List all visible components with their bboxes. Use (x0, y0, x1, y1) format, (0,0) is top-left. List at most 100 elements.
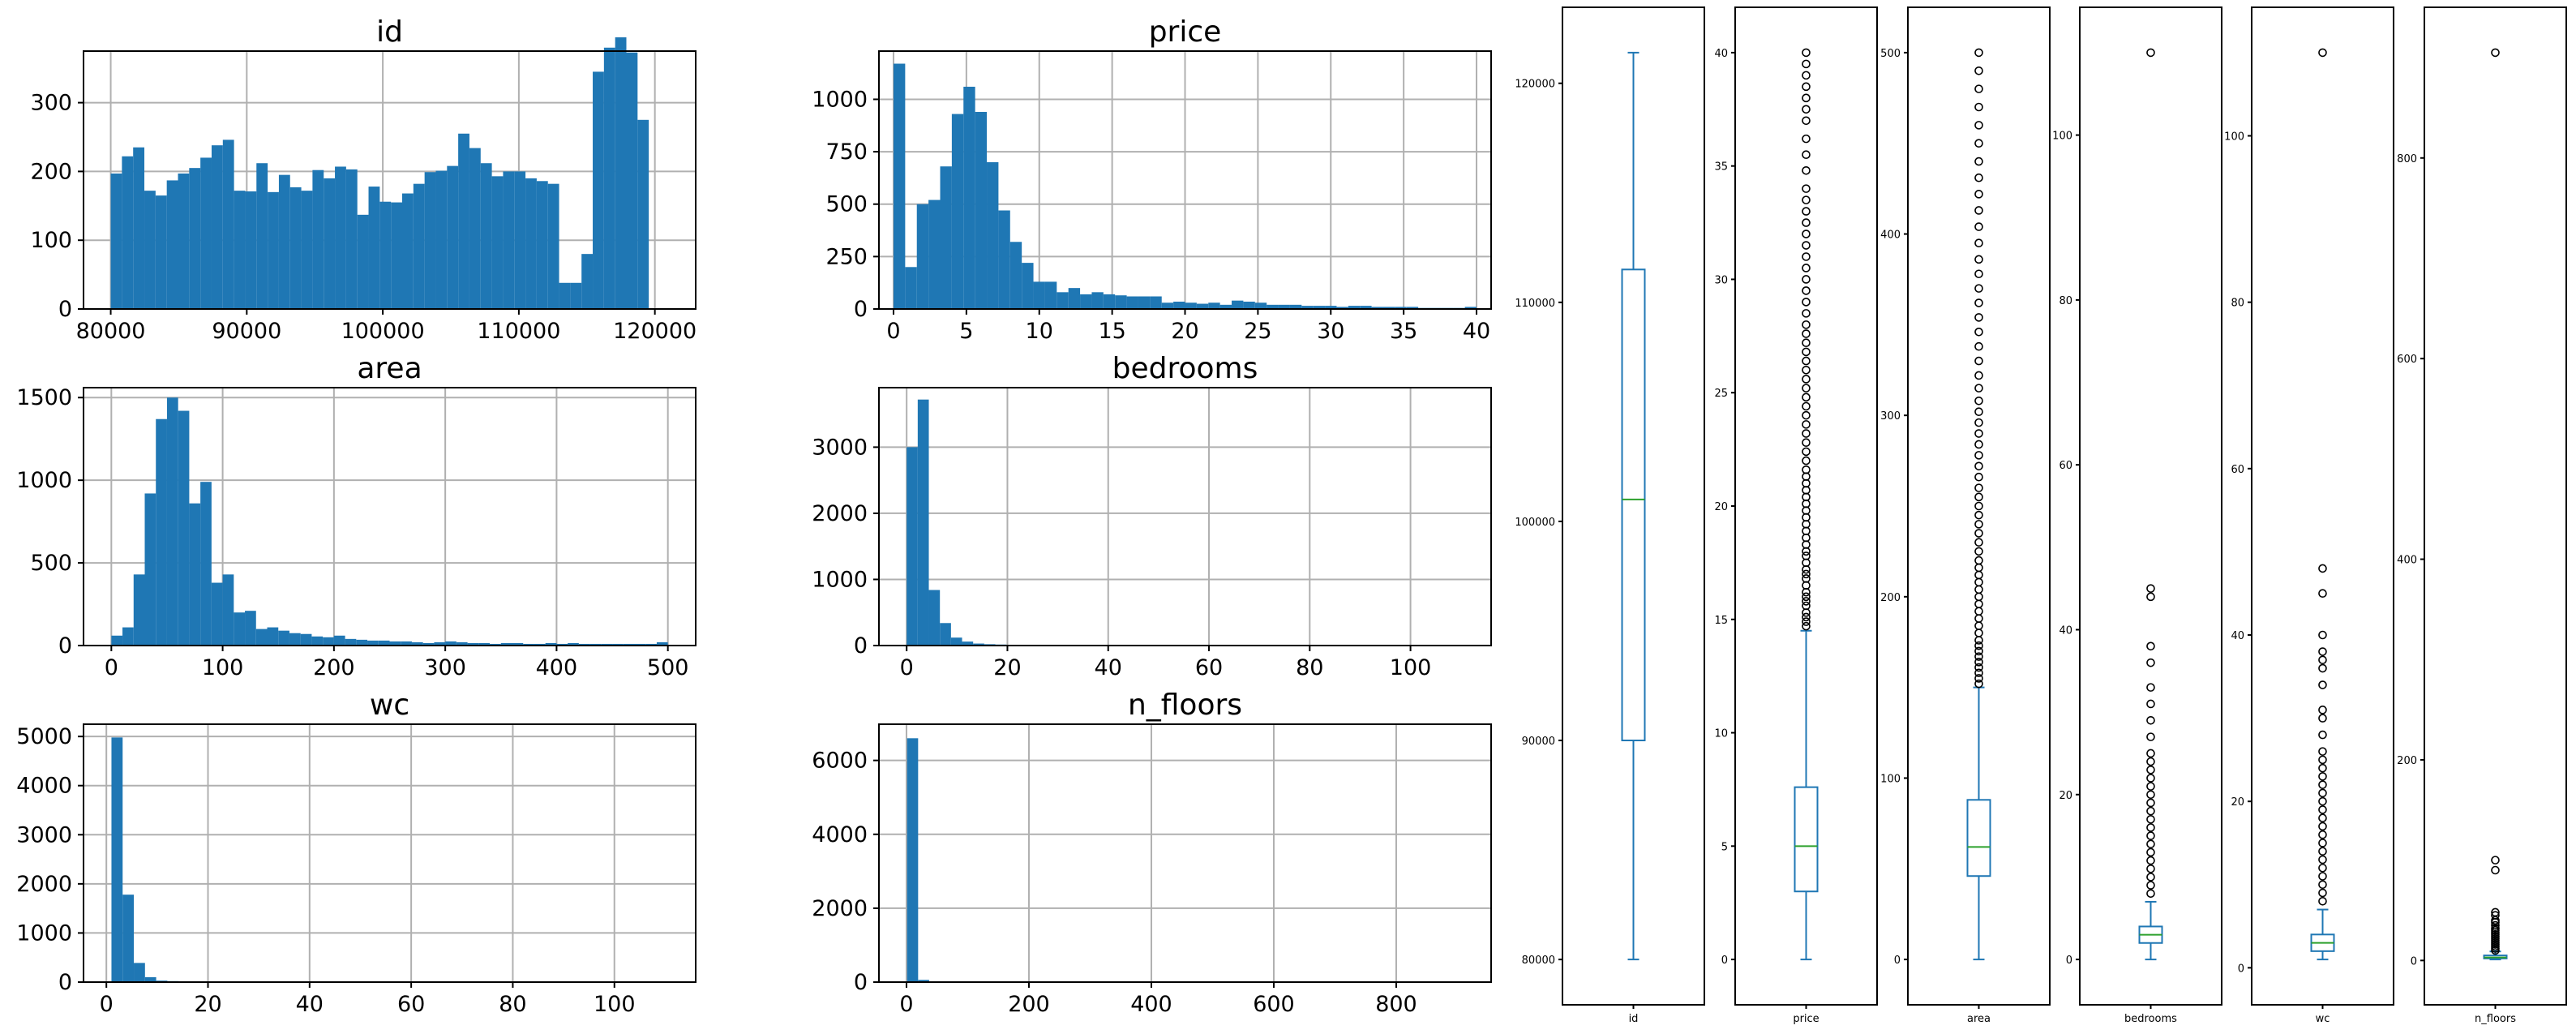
y-tick-label: 20 (2059, 790, 2072, 802)
histogram-bar (122, 627, 134, 646)
outlier-point (1974, 614, 1983, 623)
outlier-point (1802, 551, 1811, 560)
histogram-bar (950, 637, 962, 646)
outlier-point (2491, 911, 2500, 920)
x-tick-label: 20 (194, 992, 221, 1017)
histogram-bar (256, 163, 268, 309)
outlier-point (1974, 222, 1983, 231)
histogram-bar (434, 641, 446, 646)
y-tick-label: 80000 (1522, 955, 1555, 967)
outlier-point (2146, 683, 2155, 692)
x-tick-label: 60 (1195, 655, 1223, 680)
histogram-bar (1232, 300, 1244, 309)
histogram-bar (267, 627, 279, 646)
histogram-bar (534, 643, 546, 646)
histogram-bar (1150, 296, 1162, 309)
histogram-bar (578, 643, 590, 646)
outlier-point (2146, 790, 2155, 800)
outlier-point (2318, 589, 2327, 599)
outlier-point (1974, 371, 1983, 380)
histogram-bar (940, 166, 952, 309)
histogram-bar (367, 640, 379, 646)
outlier-point (1974, 407, 1983, 417)
chart-title: area (357, 352, 422, 385)
histogram-bar (1313, 306, 1326, 309)
outlier-point (1974, 255, 1983, 264)
histogram-bar (166, 397, 178, 646)
chart-title: bedrooms (1112, 352, 1258, 385)
outlier-point (1974, 269, 1983, 279)
boxplot-n_floors: 0 200 400 600 800 n_floors (2397, 6, 2567, 1025)
outlier-point (1974, 396, 1983, 405)
outlier-point (2491, 907, 2500, 917)
x-tick-label: 600 (1253, 992, 1295, 1017)
outlier-point (1974, 206, 1983, 215)
outlier-point (2146, 765, 2155, 774)
outlier-point (1974, 238, 1983, 248)
histogram-bar (156, 418, 167, 646)
outlier-point (1974, 641, 1983, 650)
outlier-point (1974, 440, 1983, 449)
outlier-point (1802, 365, 1811, 375)
y-tick-label: 1500 (16, 385, 72, 410)
x-tick-label: area (1967, 1013, 1991, 1025)
histogram-bar (963, 86, 975, 309)
outlier-point (1802, 320, 1811, 329)
outlier-point (2146, 584, 2155, 593)
x-tick-label: 40 (1095, 655, 1122, 680)
histogram-bar (998, 210, 1010, 309)
histogram-bar (645, 643, 657, 646)
chart-title: id (376, 15, 403, 49)
histogram-bar (918, 980, 929, 982)
histogram-bar (556, 643, 568, 646)
y-tick-label: 60 (2231, 464, 2244, 476)
outlier-point (2318, 730, 2327, 740)
y-tick-label: 0 (2238, 963, 2244, 975)
outlier-point (1802, 592, 1811, 602)
outlier-point (1802, 393, 1811, 402)
histogram-bar (962, 641, 974, 646)
outlier-point (2146, 881, 2155, 890)
histogram-bar (324, 178, 336, 309)
outlier-point (1974, 510, 1983, 520)
outlier-point (2318, 655, 2327, 665)
histogram-bar (1138, 296, 1151, 309)
y-tick-label: 500 (1880, 48, 1901, 60)
histogram-bar (278, 630, 289, 646)
y-tick-label: 0 (854, 297, 868, 322)
outlier-point (2318, 755, 2327, 765)
y-tick-label: 250 (825, 244, 868, 269)
axes-frame (1907, 6, 2051, 1006)
histogram-bar (1196, 303, 1209, 309)
outlier-point (1974, 679, 1983, 689)
histogram-bar (144, 976, 156, 982)
histogram-bar (379, 201, 392, 309)
y-tick-label: 0 (58, 297, 72, 322)
y-tick-label: 40 (1714, 48, 1728, 60)
outlier-point (1974, 621, 1983, 630)
histogram-bar (1044, 281, 1057, 309)
y-tick-label: 0 (58, 970, 72, 995)
x-tick-label: 80 (1296, 655, 1323, 680)
boxplot-id: 80000 90000 100000 110000 120000 id (1515, 6, 1705, 1025)
histogram-bar (413, 183, 425, 309)
outlier-point (1974, 563, 1983, 573)
histogram-bar (1057, 292, 1069, 309)
outlier-point (1802, 309, 1811, 318)
histogram-bar (1278, 304, 1290, 309)
x-tick-label: id (1629, 1013, 1639, 1025)
x-tick-label: 100 (202, 655, 244, 680)
histogram-bar (378, 640, 390, 646)
histogram-bar (893, 63, 906, 309)
outlier-point (1974, 483, 1983, 492)
x-tick-label: 0 (900, 655, 914, 680)
x-tick-label: bedrooms (2124, 1013, 2177, 1025)
histogram-bar (435, 170, 448, 309)
outlier-point (1802, 184, 1811, 193)
outlier-point (1802, 347, 1811, 357)
outlier-point (1974, 48, 1983, 58)
x-tick-label: 100 (594, 992, 636, 1017)
outlier-point (2318, 564, 2327, 573)
